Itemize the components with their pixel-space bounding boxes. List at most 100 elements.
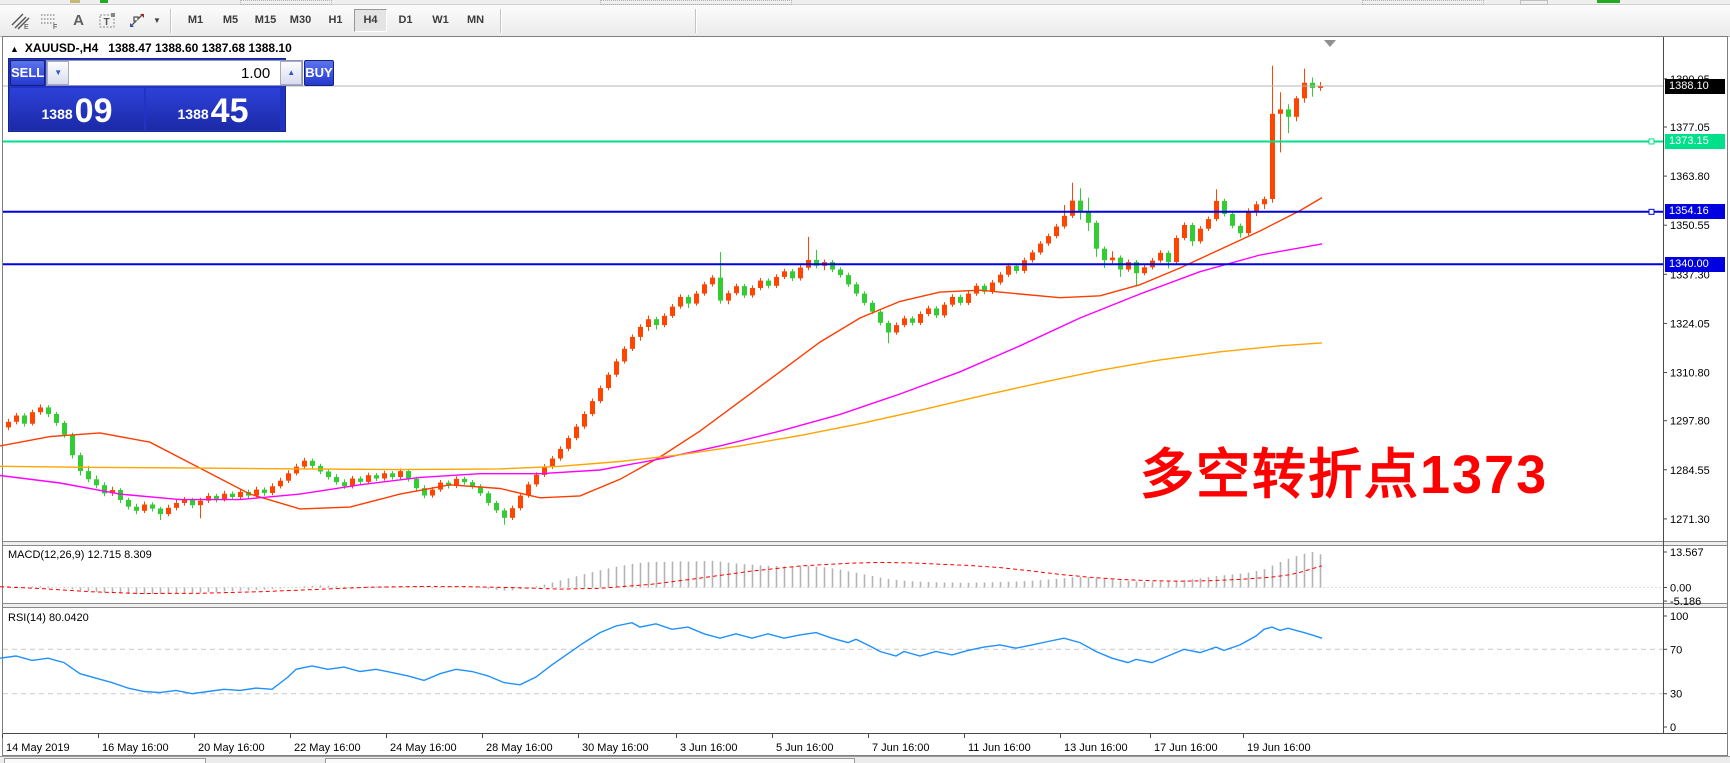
candle-down[interactable] [766, 280, 771, 286]
candle-up[interactable] [1214, 200, 1219, 220]
candle-up[interactable] [926, 308, 931, 314]
candle-down[interactable] [854, 284, 859, 294]
candle-up[interactable] [726, 293, 731, 301]
candle-up[interactable] [1126, 262, 1131, 270]
candle-down[interactable] [502, 510, 507, 518]
candle-down[interactable] [334, 477, 339, 483]
candle-up[interactable] [1030, 252, 1035, 261]
candle-down[interactable] [46, 407, 51, 415]
candle-up[interactable] [630, 336, 635, 349]
ma-slow-line[interactable] [0, 342, 1323, 471]
chart-shift-marker-icon[interactable] [1324, 40, 1336, 47]
candle-down[interactable] [870, 302, 875, 312]
candle-down[interactable] [422, 488, 427, 496]
ma-fast-line[interactable] [0, 196, 1323, 510]
candle-down[interactable] [390, 473, 395, 477]
candle-up[interactable] [646, 319, 651, 327]
sell-button[interactable]: SELL [10, 60, 46, 86]
timeframe-button-m30[interactable]: M30 [289, 14, 312, 26]
candle-down[interactable] [910, 318, 915, 323]
text-box-icon[interactable]: T [94, 9, 121, 33]
candle-up[interactable] [254, 489, 259, 496]
candle-up[interactable] [918, 314, 923, 323]
candle-down[interactable] [358, 478, 363, 482]
arrow-objects-icon[interactable] [123, 9, 150, 33]
candle-up[interactable] [1198, 228, 1203, 242]
candle-up[interactable] [694, 293, 699, 304]
candle-down[interactable] [742, 286, 747, 296]
candle-up[interactable] [1174, 238, 1179, 263]
candle-down[interactable] [342, 482, 347, 487]
candle-up[interactable] [662, 315, 667, 326]
candle-up[interactable] [1182, 225, 1187, 238]
candle-up[interactable] [1110, 257, 1115, 261]
candle-down[interactable] [686, 296, 691, 304]
candle-up[interactable] [518, 495, 523, 509]
candle-up[interactable] [1246, 210, 1251, 234]
candle-up[interactable] [542, 466, 547, 475]
candle-up[interactable] [598, 388, 603, 402]
candle-up[interactable] [550, 458, 555, 467]
candle-down[interactable] [478, 486, 483, 494]
candle-down[interactable] [150, 504, 155, 509]
candle-up[interactable] [278, 480, 283, 487]
candle-up[interactable] [30, 412, 35, 424]
candle-up[interactable] [614, 361, 619, 375]
timeframe-button-m1[interactable]: M1 [187, 14, 204, 26]
fibonacci-retracement-icon[interactable]: F [36, 9, 63, 33]
timeframe-button-w1[interactable]: W1 [432, 14, 449, 26]
candle-up[interactable] [782, 271, 787, 277]
candle-up[interactable] [590, 401, 595, 415]
candle-down[interactable] [1134, 262, 1139, 274]
candle-up[interactable] [270, 486, 275, 493]
ma-mid-line[interactable] [0, 243, 1323, 501]
candle-up[interactable] [558, 448, 563, 459]
candle-up[interactable] [710, 277, 715, 285]
candle-up[interactable] [1278, 109, 1283, 114]
candle-up[interactable] [206, 495, 211, 501]
candle-up[interactable] [366, 475, 371, 482]
candle-up[interactable] [142, 504, 147, 511]
candle-up[interactable] [1294, 98, 1299, 117]
candle-down[interactable] [22, 415, 27, 424]
candle-down[interactable] [310, 460, 315, 466]
timeframe-button-h1[interactable]: H1 [328, 14, 343, 26]
candle-down[interactable] [654, 319, 659, 326]
candle-up[interactable] [582, 414, 587, 427]
candle-down[interactable] [446, 482, 451, 486]
candle-down[interactable] [486, 493, 491, 503]
candle-up[interactable] [1302, 82, 1307, 99]
volume-decrease-button[interactable]: ▼ [47, 61, 70, 85]
candle-up[interactable] [574, 426, 579, 439]
candle-up[interactable] [750, 288, 755, 296]
sell-price-display[interactable]: 1388 09 [10, 88, 144, 130]
candle-down[interactable] [958, 296, 963, 303]
candle-up[interactable] [510, 508, 515, 518]
candle-up[interactable] [902, 318, 907, 326]
candle-down[interactable] [94, 479, 99, 486]
candle-up[interactable] [182, 500, 187, 503]
candle-up[interactable] [1038, 243, 1043, 253]
candle-down[interactable] [846, 275, 851, 285]
candle-down[interactable] [878, 311, 883, 323]
buy-button[interactable]: BUY [304, 60, 334, 86]
candle-up[interactable] [14, 415, 19, 422]
candle-down[interactable] [462, 478, 467, 483]
equidistant-channel-icon[interactable]: E [7, 9, 34, 33]
candle-up[interactable] [398, 471, 403, 477]
hline-1373-handle[interactable] [1648, 138, 1655, 145]
candle-up[interactable] [294, 466, 299, 474]
candle-up[interactable] [382, 473, 387, 479]
panel-splitter[interactable] [3, 604, 1727, 608]
candle-down[interactable] [1286, 109, 1291, 117]
candle-up[interactable] [1158, 252, 1163, 261]
candle-down[interactable] [1222, 200, 1227, 214]
candle-up[interactable] [238, 491, 243, 498]
candle-up[interactable] [774, 276, 779, 286]
candle-up[interactable] [222, 493, 227, 500]
candle-down[interactable] [1102, 248, 1107, 261]
candle-up[interactable] [1062, 215, 1067, 227]
collapse-triangle-icon[interactable]: ▲ [10, 44, 19, 54]
candle-down[interactable] [134, 506, 139, 511]
candle-up[interactable] [566, 438, 571, 449]
